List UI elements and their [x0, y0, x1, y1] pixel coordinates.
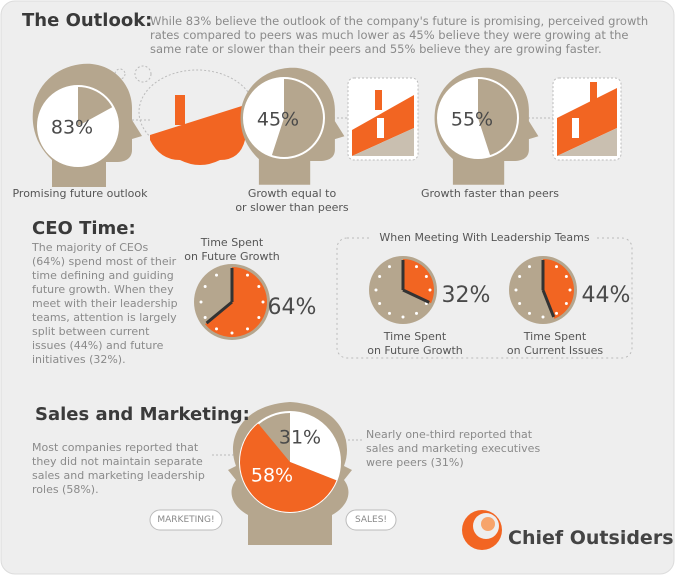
clock-dot [203, 285, 207, 288]
clock-dot [378, 275, 382, 278]
climber-icon [175, 95, 185, 125]
ceo-title: CEO Time: [32, 218, 136, 239]
clock-dot [246, 327, 249, 331]
outlook-title: The Outlook: [22, 10, 153, 31]
pie-slice [240, 423, 337, 512]
clock-slice [205, 267, 267, 338]
clock-dot [528, 311, 531, 315]
clock-dot [518, 275, 522, 278]
clock-dot [541, 315, 545, 319]
pie-slice [290, 412, 340, 481]
clock-dot [215, 273, 218, 277]
clock-dot [514, 288, 518, 292]
clock-dot [203, 316, 207, 319]
clock-dot [564, 302, 568, 305]
clock-dot [257, 285, 261, 288]
logo-mark [462, 510, 502, 550]
clock-dot [374, 288, 378, 292]
clock-label: 64% [268, 295, 317, 320]
ceo-text: The majority of CEOs (64%) spend most of… [32, 241, 178, 366]
pie-slice [438, 78, 491, 158]
pie-label: 58% [251, 465, 293, 487]
clock-dot [261, 300, 265, 304]
stair-box [552, 77, 622, 161]
pie-label: 55% [451, 109, 493, 131]
clock-dot [388, 311, 391, 315]
outlook-text: While 83% believe the outlook of the com… [150, 14, 649, 56]
clock-dot [378, 302, 382, 305]
sales-right-text: Nearly one-third reported that sales and… [366, 428, 541, 469]
clock-dot [388, 265, 391, 269]
clock-hand [541, 289, 556, 318]
clock-dot [257, 316, 261, 319]
stair-box [347, 77, 419, 161]
clock-dot [528, 265, 531, 269]
bubble-text: MARKETING! [157, 515, 215, 525]
sales-title: Sales and Marketing: [35, 404, 250, 425]
clock-dot [199, 300, 203, 304]
clock-label: 32% [442, 283, 491, 308]
caption: Promising future outlook [12, 187, 148, 200]
clock-label: 44% [582, 283, 631, 308]
clock-dot [424, 275, 428, 278]
clock-dot [215, 327, 218, 331]
clock-dot [568, 288, 572, 292]
pie-label: 83% [51, 117, 93, 139]
sales-left-text: Most companies reported that they did no… [32, 441, 205, 496]
caption: Time Spent on Future Growth [367, 330, 463, 357]
clock-dot [415, 265, 418, 269]
clock-dot [230, 331, 234, 335]
meeting-title: When Meeting With Leadership Teams [379, 231, 590, 244]
clock-dot [555, 265, 558, 269]
pie-label: 31% [279, 427, 321, 449]
speech-bubble [149, 509, 223, 531]
bubble-text: SALES! [354, 515, 388, 525]
thought-dot [114, 68, 126, 80]
pie-label: 45% [257, 109, 299, 131]
caption: Growth faster than peers [420, 187, 560, 200]
thought-dot [134, 65, 152, 83]
clock-dot [428, 288, 432, 292]
caption: Growth equal to or slower than peers [235, 187, 349, 214]
pie-slice [38, 86, 119, 167]
clock-dot [555, 311, 558, 315]
caption: Time Spent on Current Issues [506, 330, 604, 357]
clock-dot [401, 315, 405, 319]
speech-bubble [345, 509, 397, 531]
clock-dot [246, 273, 249, 277]
clock-hand [402, 288, 430, 304]
logo-text: Chief Outsiders [508, 527, 674, 549]
orange-cloud [150, 105, 245, 165]
clock-dot [564, 275, 568, 278]
pie-slice [243, 78, 284, 157]
clock-dot [518, 302, 522, 305]
caption: Time Spent on Future Growth [184, 236, 280, 263]
frame-gap [372, 230, 597, 246]
clock-dot [415, 311, 418, 315]
clock-hand [205, 300, 233, 325]
meeting-frame [336, 237, 633, 359]
